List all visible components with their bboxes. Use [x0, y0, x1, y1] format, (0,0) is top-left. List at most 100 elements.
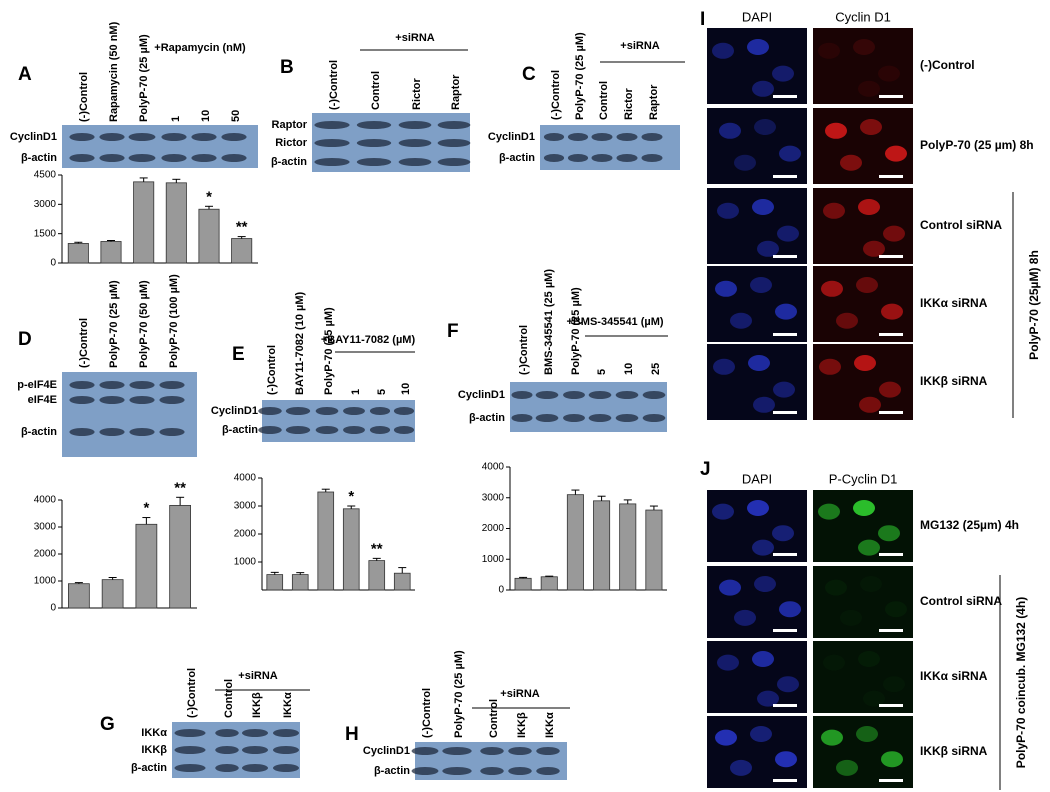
cell: [719, 122, 741, 139]
band-label: eIF4E: [28, 394, 57, 406]
cell: [750, 726, 772, 742]
blot-band: [69, 381, 95, 389]
cell: [712, 42, 734, 59]
bar: [342, 508, 360, 591]
scale-bar: [879, 704, 903, 707]
panel-letter: C: [522, 64, 536, 85]
blot-band: [393, 426, 415, 434]
cell: [734, 154, 756, 171]
cell: [878, 65, 900, 82]
panel-letter: D: [18, 329, 32, 350]
cell: [885, 601, 907, 618]
cell: [717, 202, 739, 219]
blot-band: [398, 139, 432, 147]
y-tick-label: 3000: [34, 522, 57, 533]
blot-band: [314, 158, 350, 166]
blot-band: [159, 381, 185, 389]
significance-marker: **: [236, 219, 248, 236]
cell: [836, 759, 858, 776]
blot-band: [543, 154, 565, 162]
blot-band: [241, 729, 269, 737]
y-tick-label: 3000: [234, 501, 257, 512]
blot-band: [642, 391, 666, 399]
blot-band: [174, 746, 206, 754]
scale-bar: [879, 333, 903, 336]
blot-band: [535, 414, 559, 422]
band-label: CyclinD1: [458, 389, 505, 401]
cell: [885, 145, 907, 162]
scale-bar: [773, 553, 797, 556]
blot-band: [215, 764, 239, 772]
blot-band: [642, 414, 666, 422]
y-tick-label: 2000: [34, 549, 57, 560]
blot-band: [437, 158, 471, 166]
scale-bar: [773, 629, 797, 632]
band-label: IKKβ: [141, 744, 167, 756]
band-label: CyclinD1: [10, 131, 57, 143]
y-tick-label: 0: [498, 585, 504, 596]
cell: [860, 119, 882, 135]
micrograph: [813, 28, 913, 104]
y-tick-label: 0: [50, 258, 56, 269]
panel-letter: B: [280, 57, 294, 78]
cell: [752, 539, 774, 556]
bar: [100, 241, 122, 264]
blot-band: [69, 396, 95, 404]
cell: [856, 726, 878, 742]
micrograph: [707, 266, 807, 342]
cell: [840, 610, 862, 626]
lane-label: PolyP-70 (25 µM): [108, 280, 120, 368]
cell: [719, 579, 741, 596]
cell: [754, 576, 776, 592]
blot-band: [437, 121, 471, 129]
lane-label: PolyP-70 (25 µM): [453, 650, 465, 738]
cell: [753, 396, 775, 413]
cell: [825, 579, 847, 596]
blot-band: [315, 407, 339, 415]
cell: [772, 65, 794, 82]
bar: [198, 208, 220, 264]
blot-band: [536, 747, 560, 755]
side-label: PolyP-70 coincub. MG132 (4h): [1014, 597, 1028, 768]
blot-band: [129, 381, 155, 389]
blot-membrane: [540, 125, 680, 170]
bar: [169, 504, 191, 609]
y-tick-label: 1000: [234, 557, 257, 568]
bar: [165, 182, 187, 264]
cell: [747, 500, 769, 516]
row-label: Control siRNA: [920, 218, 1002, 232]
lane-label: 5: [596, 369, 608, 375]
lane-label: (-)Control: [328, 60, 340, 110]
lane-label: (-)Control: [78, 72, 90, 122]
band-label: β-actin: [469, 412, 505, 424]
lane-label: Rictor: [411, 78, 423, 111]
y-tick-label: 3000: [34, 199, 57, 210]
blot-band: [161, 154, 187, 162]
blot-band: [480, 767, 504, 775]
blot-band: [591, 133, 613, 141]
blot-band: [159, 428, 185, 436]
y-tick-label: 4000: [234, 473, 257, 484]
row-label: IKKα siRNA: [920, 669, 988, 683]
blot-band: [174, 729, 206, 737]
lane-label: Control: [488, 699, 500, 738]
lane-label: 1: [170, 116, 182, 122]
blot-band: [616, 133, 638, 141]
lane-label: BMS-345541 (25 µM): [543, 269, 555, 375]
y-tick-label: 0: [50, 603, 56, 614]
blot-band: [567, 154, 589, 162]
bar: [566, 494, 584, 591]
group-label: +siRNA: [500, 688, 539, 700]
blot-band: [241, 746, 269, 754]
micrograph: [813, 266, 913, 342]
lane-label: Raptor: [648, 84, 660, 120]
blot-band: [508, 747, 532, 755]
blot-band: [99, 133, 125, 141]
blot-band: [343, 407, 365, 415]
blot-band: [258, 426, 282, 434]
scale-bar: [773, 333, 797, 336]
blot-band: [272, 764, 300, 772]
cell: [821, 280, 843, 297]
blot-band: [174, 764, 206, 772]
band-label: p-eIF4E: [17, 379, 57, 391]
